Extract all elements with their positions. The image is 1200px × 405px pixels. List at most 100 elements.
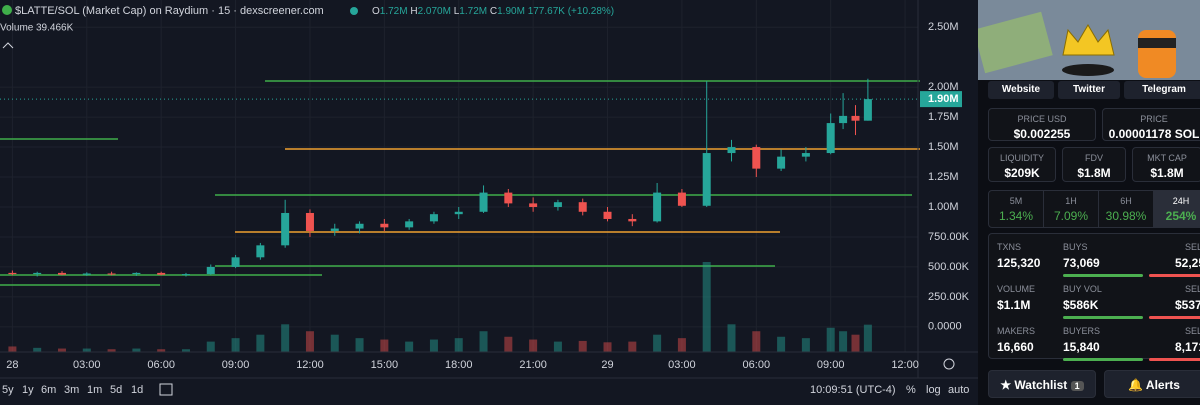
volume-bar bbox=[752, 331, 761, 352]
range-button[interactable]: 1d bbox=[131, 384, 143, 396]
range-button[interactable]: 1m bbox=[87, 384, 102, 396]
volume-bar bbox=[479, 331, 488, 352]
label: 6H bbox=[1120, 196, 1132, 206]
stat-value: 15,840 bbox=[1063, 340, 1100, 354]
volume-bar bbox=[839, 331, 848, 352]
candle-body bbox=[603, 211, 612, 219]
alerts-button[interactable]: 🔔 Alerts bbox=[1104, 370, 1200, 398]
stat-label: VOLUME bbox=[997, 284, 1036, 294]
date-range-icon[interactable] bbox=[159, 383, 173, 396]
volume-bar bbox=[231, 338, 240, 352]
y-tick-label: 1.25M bbox=[928, 171, 959, 183]
link-button[interactable]: Website bbox=[988, 81, 1054, 99]
last-price-tag bbox=[920, 91, 962, 108]
timeframe[interactable]: 5M 1.34% bbox=[989, 191, 1044, 227]
volume-bar bbox=[529, 339, 538, 352]
label: MKT CAP bbox=[1147, 153, 1187, 163]
volume-bar bbox=[107, 349, 116, 352]
volume-bar bbox=[305, 331, 314, 352]
footer: 10:09:51 (UTC-4) % log auto 5y 1y 6m 3m 1m 5d… bbox=[2, 358, 969, 396]
x-tick-label: 12:00 bbox=[891, 359, 919, 371]
label: Alerts bbox=[1145, 378, 1180, 392]
candle-body bbox=[752, 147, 761, 169]
candle-body bbox=[405, 221, 414, 228]
crown bbox=[1062, 24, 1115, 56]
range-button[interactable]: 3m bbox=[64, 384, 79, 396]
volume-bar bbox=[578, 340, 587, 352]
candle-body bbox=[256, 245, 265, 258]
token-icon bbox=[2, 5, 12, 15]
link-button[interactable]: Twitter bbox=[1058, 81, 1120, 99]
timeframe-active[interactable]: 24H 254% bbox=[1154, 191, 1200, 227]
candle-body bbox=[181, 274, 190, 276]
link-button[interactable]: Telegram bbox=[1124, 81, 1200, 99]
range-button[interactable]: 1y bbox=[22, 384, 34, 396]
timeframe[interactable]: 1H 7.09% bbox=[1044, 191, 1099, 227]
candle-body bbox=[82, 273, 91, 275]
mascot-mask bbox=[1138, 38, 1176, 48]
crown-base bbox=[1062, 64, 1114, 76]
volume-bar bbox=[677, 338, 686, 352]
candle-body bbox=[305, 212, 314, 231]
y-tick-label: 1.75M bbox=[928, 111, 959, 123]
price-card: PRICE 0.00001178 SOL bbox=[1102, 108, 1200, 141]
volume-bar bbox=[429, 339, 438, 352]
volume-bar bbox=[454, 338, 463, 352]
candle-body bbox=[33, 272, 42, 275]
stat-label: BUYERS bbox=[1063, 326, 1101, 336]
ohlc-label: C bbox=[490, 6, 497, 17]
range-button[interactable]: 5d bbox=[110, 384, 122, 396]
x-tick-label: 12:00 bbox=[296, 359, 324, 371]
timeframes: 5M 1.34% 1H 7.09% 6H 30.98% 24H 254% bbox=[988, 190, 1200, 228]
auto-toggle[interactable]: auto bbox=[948, 384, 969, 396]
log-toggle[interactable]: log bbox=[926, 384, 941, 396]
range-button[interactable]: 5y bbox=[2, 384, 14, 396]
chart-title: $LATTE/SOL (Market Cap) on Raydium · 15 … bbox=[15, 5, 324, 17]
volume-bar bbox=[777, 336, 786, 352]
stat-label: SELLERS bbox=[1185, 326, 1200, 336]
buy-bar bbox=[1063, 316, 1143, 319]
buy-bar bbox=[1063, 358, 1143, 361]
value: 30.98% bbox=[1105, 209, 1147, 223]
settings-icon[interactable] bbox=[943, 358, 955, 370]
label: LIQUIDITY bbox=[999, 153, 1044, 163]
candle-body bbox=[330, 228, 339, 231]
y-tick-label: 1.50M bbox=[928, 141, 959, 153]
stat-label: BUYS bbox=[1063, 242, 1088, 252]
range-button[interactable]: 6m bbox=[41, 384, 56, 396]
candles bbox=[8, 78, 872, 352]
volume-bar bbox=[281, 324, 290, 352]
timeframe[interactable]: 6H 30.98% bbox=[1099, 191, 1154, 227]
candle-body bbox=[801, 153, 810, 157]
x-tick-label: 21:00 bbox=[519, 359, 547, 371]
label: FDV bbox=[1085, 153, 1103, 163]
volume-bar bbox=[504, 336, 513, 352]
last-price-label: 1.90M bbox=[928, 93, 959, 105]
stat-label: TXNS bbox=[997, 242, 1022, 252]
stat-value: $1.1M bbox=[997, 298, 1031, 312]
candle-body bbox=[479, 192, 488, 212]
buy-bar bbox=[1063, 274, 1143, 277]
candle-body bbox=[107, 273, 116, 275]
badge: 1 bbox=[1070, 381, 1084, 391]
label: PRICE bbox=[1140, 114, 1168, 124]
volume-bar bbox=[826, 327, 835, 352]
candle-body bbox=[851, 115, 860, 121]
collapse-button[interactable] bbox=[2, 42, 14, 49]
volume-bar bbox=[863, 324, 872, 352]
ohlc-value: 1.72M bbox=[459, 6, 487, 17]
chart: $LATTE/SOL (Market Cap) on Raydium · 15 … bbox=[0, 0, 978, 396]
percent-toggle[interactable]: % bbox=[906, 384, 916, 396]
ohlc-value: 1.90M bbox=[497, 6, 525, 17]
stat-label: MAKERS bbox=[997, 326, 1036, 336]
sell-bar bbox=[1149, 274, 1200, 277]
candle-body bbox=[578, 202, 587, 212]
label: 24H bbox=[1172, 196, 1190, 206]
x-tick-label: 03:00 bbox=[73, 359, 101, 371]
ohlc-value: 2.070M bbox=[418, 6, 451, 17]
watchlist-button[interactable]: ★ Watchlist 1 bbox=[988, 370, 1096, 398]
info-panel: Website Twitter Telegram PRICE USD $0.002… bbox=[978, 0, 1200, 405]
ohlc-label: H bbox=[410, 6, 417, 17]
x-tick-label: 15:00 bbox=[371, 359, 399, 371]
volume-bar bbox=[553, 341, 562, 352]
